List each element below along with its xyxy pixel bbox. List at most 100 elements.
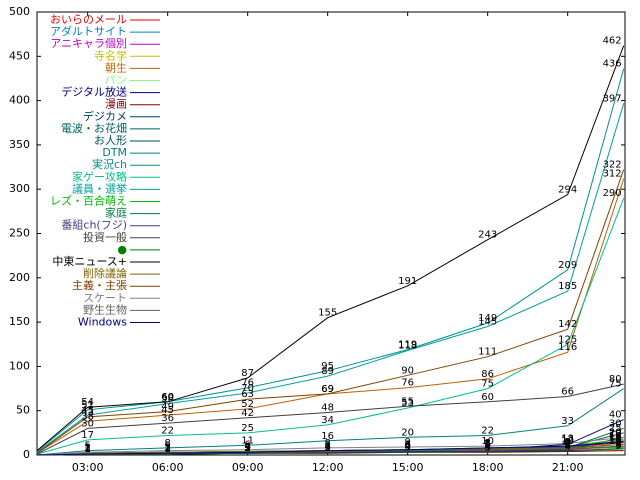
data-label: 1 <box>84 444 90 455</box>
data-label: 3 <box>244 442 250 453</box>
data-label: 5 <box>484 441 490 452</box>
data-label: 40 <box>609 410 622 421</box>
data-label: 5 <box>404 441 410 452</box>
data-label: 2 <box>244 443 250 454</box>
legend-label: 家ゲー攻略 <box>72 169 127 183</box>
data-label: 16 <box>609 431 622 442</box>
series-line <box>36 169 625 454</box>
data-label: 36 <box>161 413 174 424</box>
legend-label: 寺名学 <box>94 48 127 62</box>
data-label: 294 <box>558 185 577 196</box>
data-label: 25 <box>241 423 254 434</box>
legend-label: 実況ch <box>92 157 127 171</box>
data-label: 3 <box>164 442 170 453</box>
data-label: 30 <box>81 418 94 429</box>
data-label: 5 <box>404 441 410 452</box>
data-label: 4 <box>324 441 330 452</box>
data-label: 63 <box>241 389 254 400</box>
data-label: 2 <box>164 443 170 454</box>
data-label: 13 <box>561 433 574 444</box>
legend-label: パン <box>104 74 127 87</box>
legend-label: 投資一般 <box>83 230 127 244</box>
y-tick-label: 150 <box>9 315 30 328</box>
data-label: 3 <box>164 442 170 453</box>
data-label: 16 <box>321 431 334 442</box>
data-label: 4 <box>244 441 250 452</box>
data-label: 1 <box>84 444 90 455</box>
data-label: 2 <box>84 443 90 454</box>
data-label: 5 <box>564 441 570 452</box>
x-tick-label: 15:00 <box>392 461 424 474</box>
legend-label: 漫画 <box>105 97 127 111</box>
data-label: 1 <box>84 444 90 455</box>
data-label: 7 <box>484 439 490 450</box>
data-label: 1 <box>84 444 90 455</box>
data-label: 4 <box>244 441 250 452</box>
series-line <box>36 103 625 453</box>
data-label: 5 <box>324 441 330 452</box>
data-label: 8 <box>564 438 570 449</box>
legend-label: アニキャラ個別 <box>50 37 127 50</box>
data-label: 5 <box>404 441 410 452</box>
data-label: 5 <box>164 441 170 452</box>
data-label: 145 <box>478 317 497 328</box>
y-tick-label: 500 <box>9 5 30 18</box>
legend-label: おいらのメール <box>50 13 127 26</box>
data-label: 436 <box>603 59 622 70</box>
data-label: 2 <box>324 443 330 454</box>
data-label: 5 <box>404 441 410 452</box>
legend-label: 議員・選挙 <box>72 181 127 195</box>
x-tick-label: 12:00 <box>312 461 344 474</box>
data-label: 25 <box>609 423 622 434</box>
data-label: 3 <box>404 442 410 453</box>
data-label: 1 <box>84 444 90 455</box>
data-label: 1 <box>164 444 170 455</box>
data-label: 5 <box>324 441 330 452</box>
data-label: 11 <box>241 435 254 446</box>
data-label: 52 <box>241 399 254 410</box>
data-label: 86 <box>481 369 494 380</box>
series-line <box>36 436 624 456</box>
data-label: 76 <box>401 378 414 389</box>
data-label: 22 <box>161 426 174 437</box>
data-label: 4 <box>484 441 490 452</box>
data-label: 2 <box>84 443 90 454</box>
data-label: 20 <box>609 427 622 438</box>
data-label: 4 <box>484 441 490 452</box>
legend-label: 主義・主張 <box>72 278 127 292</box>
data-label: 30 <box>609 418 622 429</box>
data-label: 1 <box>164 444 170 455</box>
data-label: 49 <box>161 402 174 413</box>
data-label: 2 <box>84 443 90 454</box>
data-label: 15 <box>609 432 622 443</box>
data-label: 118 <box>398 340 417 351</box>
data-label: 4 <box>324 441 330 452</box>
legend-label: DTM <box>102 146 127 159</box>
data-label: 2 <box>164 443 170 454</box>
data-label: 119 <box>398 340 417 351</box>
data-label: 69 <box>321 384 334 395</box>
data-label: 3 <box>164 442 170 453</box>
data-label: 20 <box>401 427 414 438</box>
legend-label: 中東ニュース+ <box>52 255 127 268</box>
data-label: 1 <box>84 444 90 455</box>
x-tick-label: 21:00 <box>552 461 584 474</box>
data-label: 10 <box>609 436 622 447</box>
data-label: 66 <box>561 387 574 398</box>
data-label: 6 <box>404 440 410 451</box>
data-label: 4 <box>244 441 250 452</box>
data-label: 185 <box>558 281 577 292</box>
data-label: 45 <box>161 405 174 416</box>
data-label: 20 <box>609 427 622 438</box>
data-label: 7 <box>484 439 490 450</box>
data-label: 54 <box>81 397 94 408</box>
data-label: 12 <box>609 434 622 445</box>
data-label: 89 <box>321 366 334 377</box>
data-label: 5 <box>84 441 90 452</box>
x-tick-label: 03:00 <box>72 461 104 474</box>
data-label: 2 <box>164 443 170 454</box>
data-label: 3 <box>404 442 410 453</box>
data-label: 8 <box>164 438 170 449</box>
data-label: 6 <box>484 440 490 451</box>
data-label: 12 <box>561 434 574 445</box>
